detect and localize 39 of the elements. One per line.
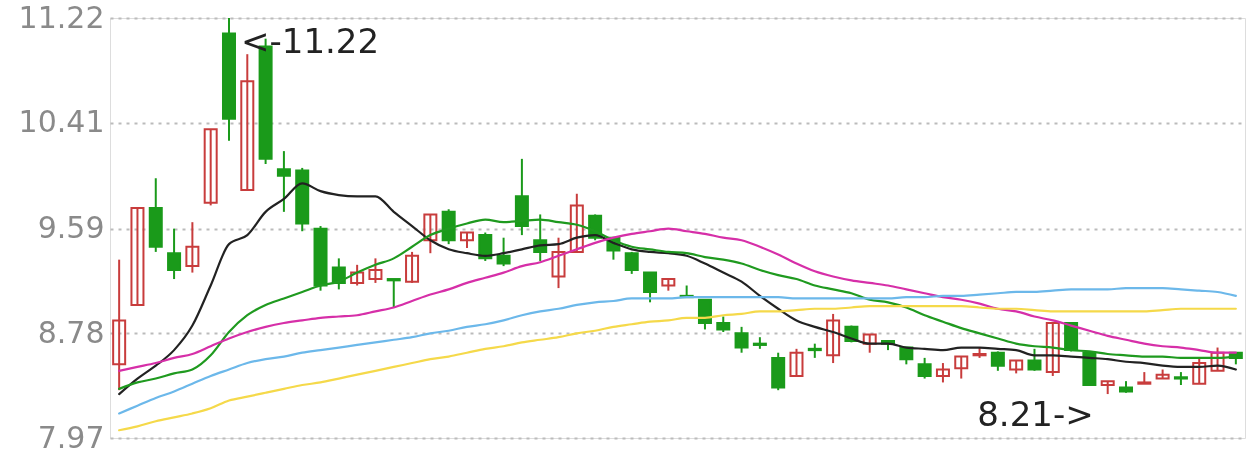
annotation: <-11.22 [240, 21, 380, 61]
annotation: 8.21-> [977, 394, 1094, 435]
y-tick-label: 8.78 [37, 314, 105, 350]
candlestick [954, 355, 969, 380]
candlestick [1210, 346, 1225, 372]
candlestick [350, 263, 365, 287]
y-tick-label: 10.41 [18, 104, 105, 140]
candlestick [935, 362, 950, 384]
candlestick [386, 278, 401, 309]
candlestick [130, 206, 145, 306]
candlestick [423, 213, 438, 255]
candlestick [826, 312, 841, 365]
candlestick [405, 250, 420, 284]
candlestick [1027, 347, 1042, 372]
y-tick-label: 11.22 [18, 0, 105, 35]
candlestick [240, 53, 255, 191]
candlestick [331, 257, 346, 291]
candlestick [185, 221, 200, 274]
candlestick [1045, 321, 1060, 377]
candlestick [569, 192, 584, 253]
candlestick [697, 298, 712, 331]
y-tick-label: 9.59 [37, 210, 105, 246]
candlestick [203, 128, 218, 207]
candlestick [478, 231, 493, 262]
candlestick [917, 356, 932, 380]
candlestick [643, 271, 658, 304]
line-series [118, 305, 1237, 432]
line-series [118, 182, 1237, 396]
candlestick [862, 333, 877, 354]
candlestick [1192, 356, 1207, 385]
y-tick-label: 7.97 [37, 419, 105, 455]
candlestick [167, 227, 182, 281]
candlestick [496, 236, 511, 268]
candlestick [368, 257, 383, 284]
candlestick [734, 325, 749, 354]
candlestick [276, 150, 291, 213]
candlestick [990, 350, 1005, 372]
candlestick [789, 347, 804, 377]
candlestick [551, 236, 566, 290]
